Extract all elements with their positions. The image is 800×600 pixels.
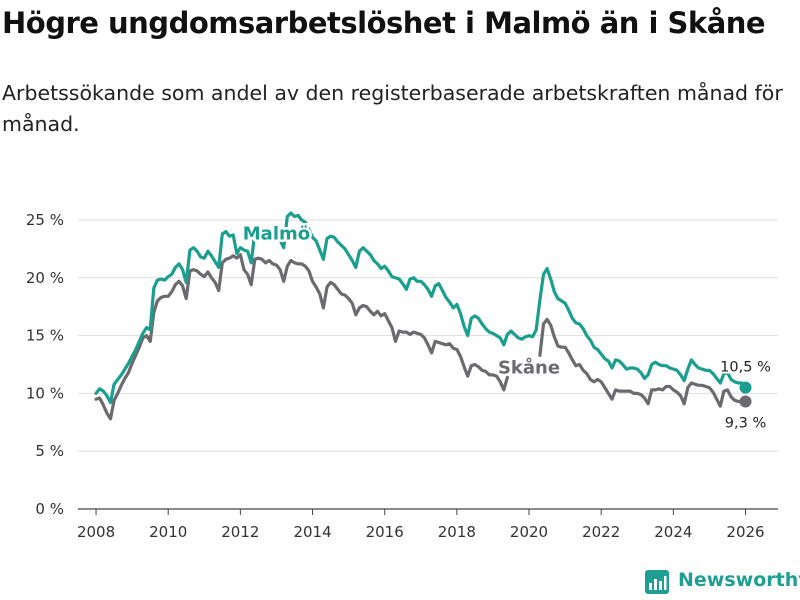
end-value-label-skane: 9,3 %	[725, 415, 766, 431]
chart-subtitle: Arbetssökande som andel av den registerb…	[2, 81, 783, 136]
series-label-malmo: Malmö	[243, 224, 310, 245]
gridlines	[78, 219, 778, 452]
x-tick-label: 2018	[438, 523, 476, 541]
series-label-skane: Skåne	[498, 357, 560, 379]
series-line-malmo	[94, 211, 748, 405]
x-tick-label: 2014	[293, 523, 331, 541]
x-tick-label: 2012	[221, 523, 259, 541]
x-tick-label: 2016	[366, 523, 404, 541]
y-tick-label: 15 %	[26, 327, 64, 345]
end-value-label-malmo: 10,5 %	[720, 360, 771, 376]
x-tick-label: 2026	[726, 523, 764, 541]
x-tick-label: 2008	[77, 523, 115, 541]
end-point-malmo	[739, 381, 752, 394]
x-tick-label: 2024	[654, 523, 692, 541]
series-labels: Malmö Skåne 10,5 % 9,3 %	[240, 221, 773, 433]
x-axis: 2008 2010 2012 2014 2016 2018 2020 2022 2024 2026	[77, 508, 778, 541]
brand-name: Newsworthy	[678, 569, 800, 591]
y-tick-label: 25 %	[26, 211, 64, 229]
y-tick-label: 10 %	[26, 384, 64, 402]
x-tick-label: 2010	[149, 523, 187, 541]
y-tick-label: 0 %	[35, 500, 64, 518]
y-tick-label: 20 %	[26, 269, 64, 287]
end-point-skane	[739, 395, 752, 408]
newsworthy-logo-icon	[645, 570, 669, 594]
chart-title: Högre ungdomsarbetslöshet i Malmö än i S…	[2, 6, 766, 40]
y-axis: 0 % 5 % 10 % 15 % 20 % 25 %	[26, 211, 64, 518]
x-tick-label: 2022	[582, 523, 620, 541]
series-line-skane	[94, 253, 748, 421]
x-tick-label: 2020	[510, 523, 548, 541]
series-lines	[94, 211, 748, 421]
y-tick-label: 5 %	[35, 442, 64, 460]
